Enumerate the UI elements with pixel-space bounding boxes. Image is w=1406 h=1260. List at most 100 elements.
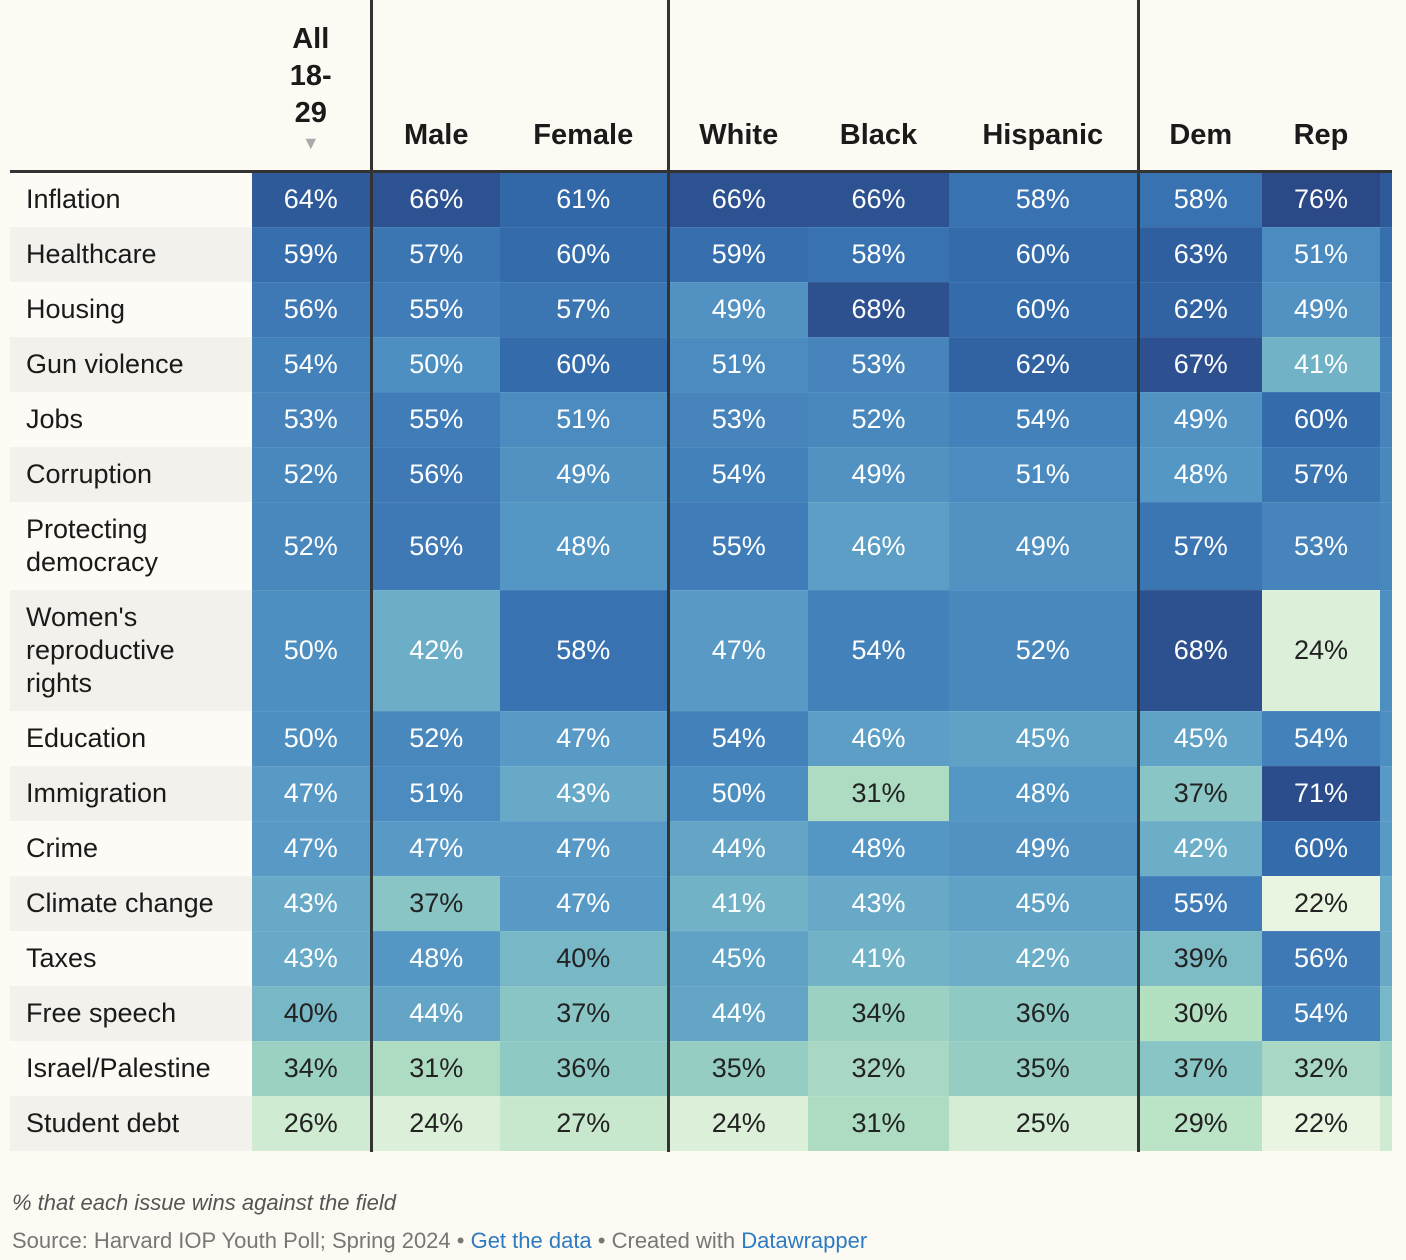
heatmap-cell: 25% bbox=[949, 1096, 1140, 1152]
cell-value: 60% bbox=[556, 239, 611, 269]
heatmap-cell: 34% bbox=[808, 986, 949, 1042]
cell-value: 53% bbox=[283, 404, 338, 434]
column-header-label: Hispanic bbox=[982, 118, 1104, 151]
table-row: Israel/Palestine 34% 31% 36% 35% 32% 35% 37% 32% bbox=[10, 1041, 1392, 1097]
cell-value: 32% bbox=[1293, 1053, 1349, 1083]
heatmap-cell: 43% bbox=[808, 876, 949, 932]
source-line: Source: Harvard IOP Youth Poll; Spring 2… bbox=[12, 1228, 867, 1254]
cell-value: 50% bbox=[711, 778, 766, 808]
heatmap-cell: 58% bbox=[949, 171, 1140, 228]
cell-value: 51% bbox=[409, 778, 464, 808]
cell-value: 58% bbox=[1173, 184, 1228, 214]
column-header[interactable]: All 18-29 ▼ bbox=[252, 0, 373, 171]
overflow-cell bbox=[1380, 590, 1392, 712]
heatmap-cell: 60% bbox=[1262, 392, 1380, 448]
cell-value: 43% bbox=[851, 888, 906, 918]
heatmap-cell: 53% bbox=[808, 337, 949, 393]
heatmap-cell: 67% bbox=[1138, 337, 1262, 393]
sort-desc-icon: ▼ bbox=[301, 132, 320, 153]
overflow-cell bbox=[1380, 392, 1392, 448]
heatmap-cell: 39% bbox=[1138, 931, 1262, 987]
cell-value: 32% bbox=[851, 1053, 906, 1083]
column-header-label: Black bbox=[839, 118, 918, 151]
heatmap-cell: 51% bbox=[668, 337, 808, 393]
heatmap-cell: 49% bbox=[1138, 392, 1262, 448]
table-row: Student debt 26% 24% 27% 24% 31% 25% 29% 22% bbox=[10, 1096, 1392, 1152]
heatmap-cell: 51% bbox=[949, 447, 1140, 503]
cell-value: 47% bbox=[556, 723, 611, 753]
heatmap-cell: 57% bbox=[500, 282, 670, 338]
created-with-text: • Created with bbox=[591, 1228, 742, 1253]
row-label: Education bbox=[10, 711, 252, 767]
heatmap-cell: 50% bbox=[668, 766, 808, 822]
cell-value: 49% bbox=[1015, 530, 1070, 561]
column-header[interactable]: Rep bbox=[1262, 0, 1380, 171]
heatmap-cell: 49% bbox=[668, 282, 808, 338]
heatmap-cell: 58% bbox=[500, 590, 670, 712]
heatmap-cell: 47% bbox=[371, 821, 500, 877]
cell-value: 55% bbox=[409, 404, 464, 434]
cell-value: 42% bbox=[1173, 833, 1228, 863]
cell-value: 46% bbox=[851, 530, 906, 561]
table-row: Corruption 52% 56% 49% 54% 49% 51% 48% 57% bbox=[10, 447, 1392, 503]
cell-value: 48% bbox=[851, 833, 906, 863]
datawrapper-link[interactable]: Datawrapper bbox=[741, 1228, 868, 1253]
get-data-link[interactable]: Get the data bbox=[470, 1228, 592, 1253]
row-label: Gun violence bbox=[10, 337, 252, 393]
heatmap-cell: 43% bbox=[252, 931, 373, 987]
cell-value: 43% bbox=[556, 778, 611, 808]
column-header[interactable]: Female bbox=[500, 0, 670, 171]
chart-notes: % that each issue wins against the field bbox=[12, 1190, 397, 1215]
heatmap-cell: 52% bbox=[371, 711, 500, 767]
heatmap-cell: 40% bbox=[500, 931, 670, 987]
cell-value: 31% bbox=[851, 1108, 906, 1138]
heatmap-cell: 45% bbox=[1138, 711, 1262, 767]
cell-value: 53% bbox=[851, 349, 906, 379]
heatmap-cell: 47% bbox=[668, 590, 808, 712]
overflow-cell bbox=[1380, 876, 1392, 932]
cell-value: 66% bbox=[711, 184, 766, 214]
table-row: Gun violence 54% 50% 60% 51% 53% 62% 67% 41% bbox=[10, 337, 1392, 393]
heatmap-cell: 57% bbox=[1138, 502, 1262, 591]
cell-value: 54% bbox=[1293, 998, 1349, 1028]
heatmap-cell: 53% bbox=[1262, 502, 1380, 591]
cell-value: 24% bbox=[409, 1108, 464, 1138]
row-label: Corruption bbox=[10, 447, 252, 503]
cell-value: 63% bbox=[1173, 239, 1228, 269]
heatmap-cell: 55% bbox=[371, 282, 500, 338]
column-header[interactable]: Black bbox=[808, 0, 949, 171]
cell-value: 61% bbox=[556, 184, 611, 214]
heatmap-cell: 48% bbox=[371, 931, 500, 987]
cell-value: 42% bbox=[409, 635, 464, 665]
cell-value: 24% bbox=[1293, 635, 1349, 665]
overflow-cell bbox=[1380, 1041, 1392, 1097]
heatmap-cell: 47% bbox=[500, 711, 670, 767]
cell-value: 55% bbox=[1173, 888, 1228, 918]
column-header[interactable]: White bbox=[668, 0, 808, 171]
cell-value: 47% bbox=[283, 778, 338, 808]
overflow-cell bbox=[1380, 986, 1392, 1042]
heatmap-cell: 45% bbox=[668, 931, 808, 987]
column-header[interactable]: Hispanic bbox=[949, 0, 1140, 171]
cell-value: 59% bbox=[283, 239, 338, 269]
cell-value: 50% bbox=[409, 349, 464, 379]
cell-value: 67% bbox=[1173, 349, 1228, 379]
heatmap-cell: 40% bbox=[252, 986, 373, 1042]
table-row: Climate change 43% 37% 47% 41% 43% 45% 55% 22% bbox=[10, 876, 1392, 932]
cell-value: 49% bbox=[1293, 294, 1349, 324]
cell-value: 60% bbox=[1015, 294, 1070, 324]
column-header-label: Dem bbox=[1169, 118, 1233, 151]
heatmap-table-container: All 18-29 ▼ Male Female White Black Hispanic De… bbox=[10, 0, 1392, 1152]
cell-value: 76% bbox=[1293, 184, 1349, 214]
cell-value: 47% bbox=[556, 833, 611, 863]
heatmap-cell: 49% bbox=[949, 502, 1140, 591]
cell-value: 45% bbox=[1173, 723, 1228, 753]
column-header[interactable]: Male bbox=[371, 0, 500, 171]
cell-value: 22% bbox=[1293, 1108, 1349, 1138]
heatmap-cell: 41% bbox=[1262, 337, 1380, 393]
row-label: Housing bbox=[10, 282, 252, 338]
column-header[interactable]: Dem bbox=[1138, 0, 1262, 171]
heatmap-cell: 50% bbox=[252, 711, 373, 767]
heatmap-cell: 36% bbox=[949, 986, 1140, 1042]
heatmap-cell: 32% bbox=[1262, 1041, 1380, 1097]
